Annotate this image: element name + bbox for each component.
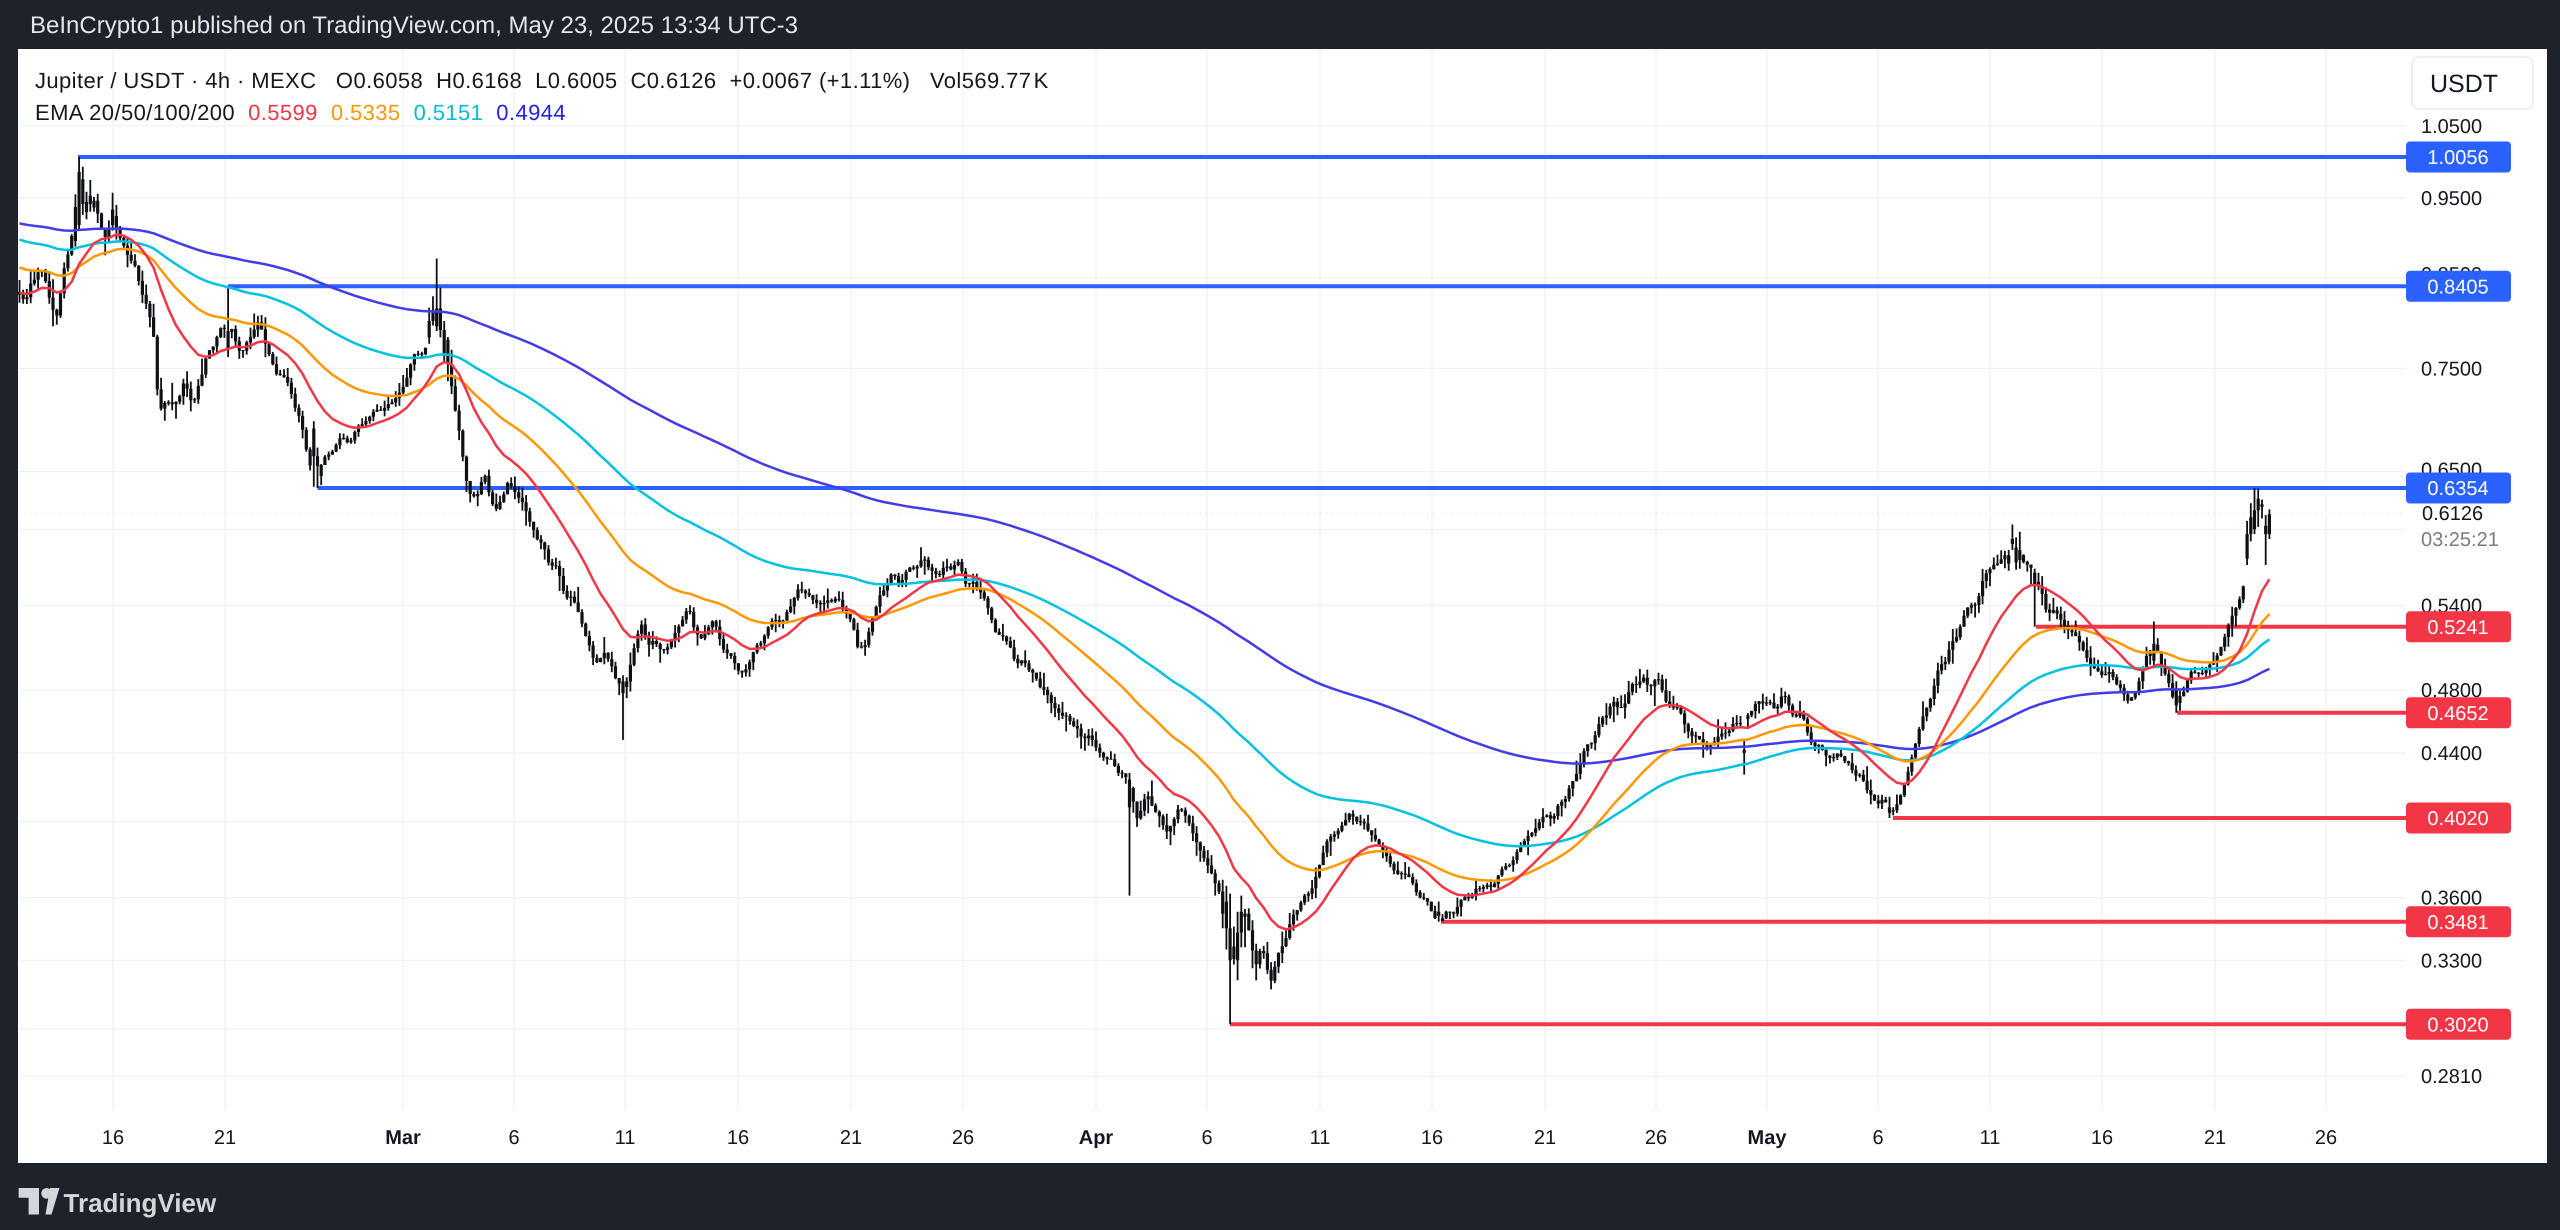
svg-text:0.4400: 0.4400	[2421, 743, 2482, 765]
svg-text:03:25:21: 03:25:21	[2421, 529, 2499, 551]
svg-text:26: 26	[1645, 1127, 1667, 1149]
svg-text:0.7500: 0.7500	[2421, 358, 2482, 380]
svg-text:0.6126: 0.6126	[2422, 503, 2483, 525]
svg-text:21: 21	[214, 1127, 236, 1149]
svg-text:16: 16	[1421, 1127, 1443, 1149]
svg-text:11: 11	[1310, 1127, 1331, 1149]
svg-text:11: 11	[1980, 1127, 2001, 1149]
svg-text:21: 21	[840, 1127, 862, 1149]
svg-text:0.6354: 0.6354	[2427, 478, 2488, 500]
svg-text:EMA 20/50/100/200 0.5599 0.5: EMA 20/50/100/200 0.5599 0.5335 0.5151 0…	[35, 100, 566, 125]
svg-text:16: 16	[2091, 1127, 2113, 1149]
svg-text:26: 26	[2315, 1127, 2337, 1149]
svg-text:0.2810: 0.2810	[2421, 1066, 2482, 1088]
svg-text:Mar: Mar	[385, 1127, 421, 1149]
svg-text:0.5241: 0.5241	[2427, 617, 2488, 639]
svg-text:0.4800: 0.4800	[2421, 680, 2482, 702]
svg-text:Apr: Apr	[1079, 1127, 1114, 1149]
svg-text:0.9500: 0.9500	[2421, 188, 2482, 210]
svg-text:0.3300: 0.3300	[2421, 950, 2482, 972]
svg-text:21: 21	[1534, 1127, 1556, 1149]
svg-text:0.3020: 0.3020	[2427, 1014, 2488, 1036]
svg-text:26: 26	[952, 1127, 974, 1149]
svg-text:0.8405: 0.8405	[2427, 276, 2488, 298]
svg-text:6: 6	[1201, 1127, 1212, 1149]
svg-text:Jupiter / USDT · 4h · MEXC O: Jupiter / USDT · 4h · MEXC O0.6058 H0.61…	[35, 68, 1049, 93]
svg-text:0.4020: 0.4020	[2427, 808, 2488, 830]
svg-text:6: 6	[1872, 1127, 1883, 1149]
svg-text:0.4652: 0.4652	[2427, 703, 2488, 725]
svg-text:1.0056: 1.0056	[2427, 147, 2488, 169]
svg-text:21: 21	[2204, 1127, 2226, 1149]
svg-text:16: 16	[102, 1127, 124, 1149]
svg-text:11: 11	[615, 1127, 636, 1149]
svg-text:0.3481: 0.3481	[2427, 912, 2488, 934]
svg-text:BeInCrypto1 published on Tradi: BeInCrypto1 published on TradingView.com…	[30, 12, 798, 39]
svg-text:1.0500: 1.0500	[2421, 116, 2482, 138]
svg-text:6: 6	[508, 1127, 519, 1149]
svg-text:USDT: USDT	[2430, 70, 2498, 98]
svg-text:TradingView: TradingView	[64, 1188, 217, 1218]
svg-text:0.3600: 0.3600	[2421, 888, 2482, 910]
svg-text:May: May	[1748, 1127, 1788, 1149]
svg-text:16: 16	[727, 1127, 749, 1149]
